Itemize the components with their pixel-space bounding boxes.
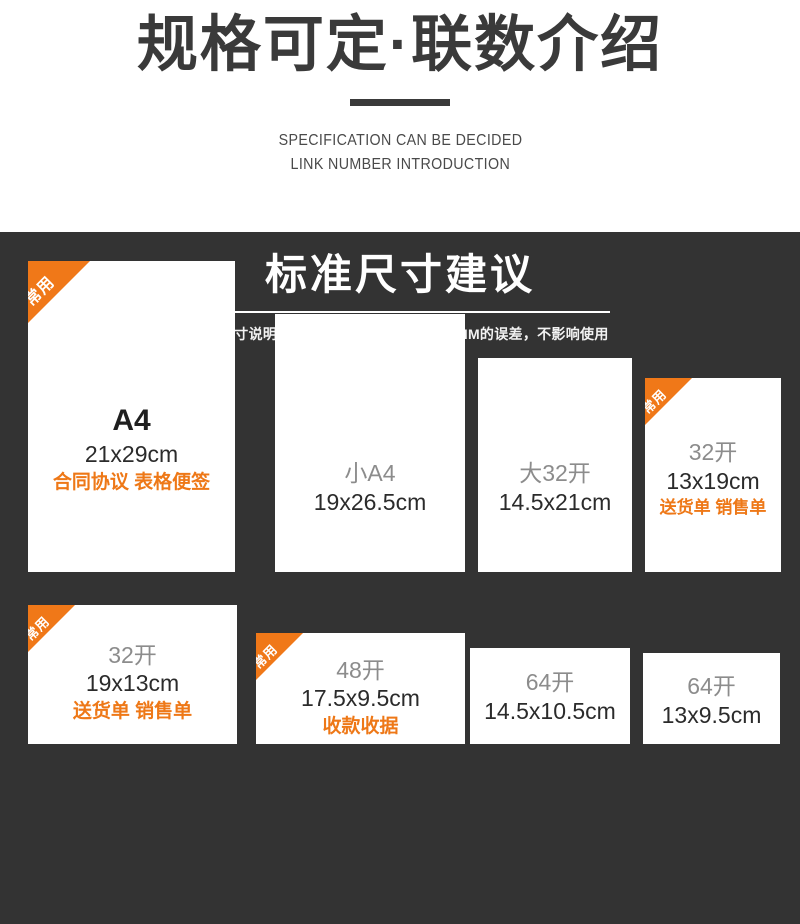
title-divider [350,99,450,106]
paper-name: 32开 [108,641,157,668]
paper-card-small-a4[interactable]: 小A4 19x26.5cm [275,314,465,572]
hero-section: 规格可定·联数介绍 SPECIFICATION CAN BE DECIDED L… [0,0,800,232]
paper-name: A4 [112,404,151,438]
paper-name: 48开 [336,656,385,683]
paper-card-32k-landscape[interactable]: 常用 32开 19x13cm 送货单 销售单 [28,605,237,744]
paper-card-48k[interactable]: 常用 48开 17.5x9.5cm 收款收据 [256,633,465,744]
paper-dimension: 17.5x9.5cm [301,685,420,712]
common-badge-label: 常用 [645,386,670,417]
section-divider [190,311,610,313]
paper-name: 64开 [687,673,736,700]
page-title: 规格可定·联数介绍 [136,10,664,78]
paper-name: 大32开 [519,460,591,487]
paper-name: 64开 [525,669,575,696]
common-badge-ribbon-icon [28,261,90,323]
paper-card-64k-small[interactable]: 64开 13x9.5cm [643,653,780,744]
paper-dimension: 21x29cm [84,441,179,468]
hero-subtitle-line1: SPECIFICATION CAN BE DECIDED [278,132,522,149]
paper-dimension: 14.5x10.5cm [484,698,616,725]
paper-card-large-32k[interactable]: 大32开 14.5x21cm [478,358,632,572]
paper-usage: 送货单 销售单 [659,498,767,518]
paper-usage: 送货单 销售单 [72,701,193,723]
common-badge-label: 常用 [28,273,59,310]
paper-card-a4[interactable]: 常用 A4 21x29cm 合同协议 表格便签 [28,261,235,572]
paper-dimension: 14.5x21cm [498,489,612,516]
paper-usage: 合同协议 表格便签 [52,472,211,494]
paper-size-row-2: 常用 32开 19x13cm 送货单 销售单 常用 48开 17.5x9.5cm… [0,568,800,744]
specification-section: 标准尺寸建议 成品尺寸说明：裁剪工序手工操作，有+-2MM的误差，不影响使用 常… [0,232,800,924]
section-title: 标准尺寸建议 [264,251,535,298]
paper-dimension: 19x26.5cm [313,489,427,516]
paper-name: 32开 [688,439,738,466]
paper-name: 小A4 [344,460,396,487]
paper-usage: 收款收据 [322,716,399,738]
paper-dimension: 19x13cm [85,670,180,697]
paper-card-64k-large[interactable]: 64开 14.5x10.5cm [470,648,630,744]
paper-dimension: 13x9.5cm [661,702,762,729]
common-badge-ribbon-icon [645,378,692,425]
hero-subtitle-line2: LINK NUMBER INTRODUCTION [290,156,510,173]
paper-card-32k-portrait[interactable]: 常用 32开 13x19cm 送货单 销售单 [645,378,781,572]
paper-size-row-1: 常用 A4 21x29cm 合同协议 表格便签 小A4 19x26.5cm 大3… [0,261,800,572]
paper-dimension: 13x19cm [666,468,760,495]
